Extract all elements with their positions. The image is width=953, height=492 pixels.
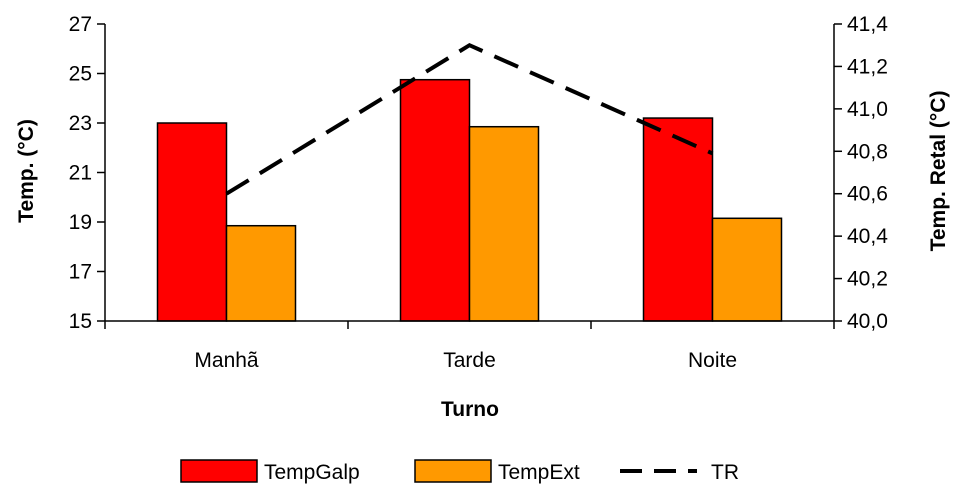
tr-line-layer	[225, 42, 714, 196]
right-tick-label: 40,0	[847, 310, 888, 333]
left-axis-ticks: 15 17 19 21 23 25 27	[69, 13, 105, 333]
left-tick-label: 27	[69, 13, 92, 36]
y-axis-title: Temp. (°C)	[15, 119, 38, 223]
right-axis-ticks: 40,0 40,2 40,4 40,6 40,8 41,0 41,2 41,4	[834, 13, 888, 333]
bar-tempgalp-manha	[156, 122, 228, 322]
legend-label-tempgalp: TempGalp	[264, 461, 360, 484]
bars	[156, 78, 783, 322]
right-tick-label: 41,2	[847, 55, 888, 78]
left-tick-label: 15	[69, 310, 92, 333]
right-tick-label: 40,2	[847, 268, 888, 291]
left-tick-label: 21	[69, 162, 92, 185]
legend-swatch-tempext	[414, 459, 492, 483]
bar-tempgalp-tarde	[399, 78, 471, 322]
right-tick-label: 41,0	[847, 98, 888, 121]
x-tick-label-tarde: Tarde	[443, 349, 496, 372]
left-tick-label: 25	[69, 63, 92, 86]
right-tick-label: 40,8	[847, 140, 888, 163]
right-tick-label: 40,4	[847, 225, 888, 248]
line-tr	[225, 42, 714, 196]
legend-label-tempext: TempExt	[498, 461, 580, 484]
y2-axis-title: Temp. Retal (°C)	[927, 91, 950, 252]
x-axis-ticks: Manhã Tarde Noite	[104, 321, 835, 372]
bar-tempext-manha	[225, 224, 297, 322]
x-axis-title: Turno	[441, 398, 499, 421]
left-tick-label: 23	[69, 112, 92, 135]
legend-swatch-tempgalp	[180, 459, 258, 483]
bar-tempgalp-noite	[642, 117, 714, 322]
left-tick-label: 19	[69, 211, 92, 234]
right-tick-label: 40,6	[847, 183, 888, 206]
legend-label-tr: TR	[711, 461, 739, 484]
right-tick-label: 41,4	[847, 13, 888, 36]
x-tick-label-noite: Noite	[688, 349, 737, 372]
bar-tempext-noite	[711, 217, 783, 322]
legend: TempGalp TempExt TR	[180, 459, 739, 484]
left-tick-label: 17	[69, 261, 92, 284]
x-tick-label-manha: Manhã	[194, 349, 259, 372]
bar-tempext-tarde	[468, 125, 540, 322]
